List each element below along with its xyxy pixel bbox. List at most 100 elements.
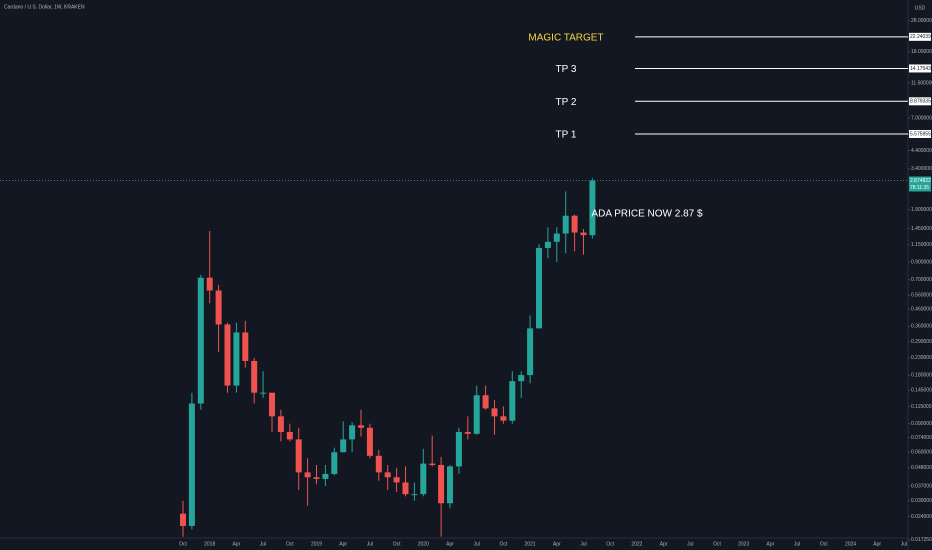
- y-tick-label: 0.024000: [911, 514, 932, 520]
- candle-body: [464, 431, 471, 434]
- candle-body: [180, 513, 186, 526]
- target-price-label: 5.575955: [910, 131, 931, 137]
- target-price-box: [909, 32, 931, 41]
- candle-body: [527, 328, 534, 376]
- x-tick-label: Jul: [260, 541, 266, 547]
- candle-body: [509, 381, 516, 421]
- x-tick-label: Jul: [687, 541, 693, 547]
- candle-body: [402, 482, 409, 495]
- y-tick-label: 18.000000: [911, 49, 932, 55]
- candle-body: [473, 395, 480, 434]
- candle-body: [349, 425, 356, 440]
- y-tick-label: 0.230000: [911, 355, 932, 361]
- y-tick-label: 0.017250: [911, 537, 932, 543]
- candle-body: [580, 232, 587, 236]
- candle-body: [277, 416, 284, 432]
- candle-body: [206, 277, 213, 291]
- target-text: TP 3: [556, 64, 577, 75]
- y-tick-label: 7.000000: [911, 115, 932, 121]
- price-now-text: ADA PRICE NOW 2.87 $: [591, 209, 703, 220]
- x-tick-label: Apr: [660, 541, 668, 547]
- x-tick-label: 2022: [631, 541, 642, 547]
- target-price-box: [909, 64, 931, 73]
- y-tick-label: 28.000000: [911, 18, 932, 24]
- x-tick-label: Jul: [580, 541, 586, 547]
- candle-body: [358, 425, 364, 428]
- y-tick-label: 0.460000: [911, 306, 932, 312]
- countdown-label: 78:11:35: [910, 185, 929, 191]
- y-tick-label: 0.180000: [911, 372, 932, 378]
- target-text: TP 1: [556, 130, 577, 141]
- x-tick-label: Oct: [713, 541, 721, 547]
- candle-body: [375, 455, 382, 473]
- y-tick-label: 3.400000: [911, 166, 932, 172]
- x-tick-label: Oct: [393, 541, 401, 547]
- candle-body: [295, 439, 302, 473]
- candle-body: [438, 464, 445, 504]
- x-tick-label: Apr: [339, 541, 347, 547]
- y-tick-label: 0.060000: [911, 450, 932, 456]
- y-tick-label: 0.145000: [911, 388, 932, 394]
- target-text: TP 2: [556, 97, 577, 108]
- y-tick-label: 1.450000: [911, 226, 932, 232]
- x-tick-label: Oct: [606, 541, 614, 547]
- candle-body: [384, 472, 391, 478]
- x-tick-label: Jul: [901, 541, 907, 547]
- candle-body: [331, 452, 338, 474]
- x-tick-label: Oct: [179, 541, 187, 547]
- target-price-label: 22.240396: [910, 34, 932, 40]
- y-tick-label: 0.048000: [911, 465, 932, 471]
- candle-body: [242, 332, 249, 361]
- candle-body: [491, 408, 498, 417]
- y-tick-label: 0.290000: [911, 339, 932, 345]
- candle-body: [260, 392, 267, 394]
- y-tick-label: 0.560000: [911, 293, 932, 299]
- candle-body: [536, 247, 542, 329]
- target-price-label: 8.879335: [910, 99, 931, 105]
- candle-body: [500, 416, 507, 421]
- target-price-box: [909, 129, 931, 138]
- y-tick-label: 0.030000: [911, 498, 932, 504]
- target-price-label: 14.175437: [910, 66, 932, 72]
- x-tick-label: Jul: [473, 541, 479, 547]
- current-price-label: 2.874822: [910, 178, 931, 184]
- candle-body: [304, 472, 311, 478]
- candle-body: [571, 215, 578, 233]
- candle-body: [518, 375, 525, 382]
- x-tick-label: Apr: [767, 541, 775, 547]
- candle-body: [455, 431, 462, 467]
- candle-body: [322, 473, 329, 479]
- candle-body: [233, 332, 240, 386]
- candle-body: [482, 395, 489, 409]
- candle-body: [420, 463, 427, 495]
- candle-body: [251, 360, 258, 393]
- candle-body: [553, 233, 560, 242]
- x-tick-label: 2024: [845, 541, 856, 547]
- y-tick-label: 0.037000: [911, 483, 932, 489]
- y-tick-label: 0.700000: [911, 277, 932, 283]
- y-tick-label: 0.360000: [911, 324, 932, 330]
- y-tick-label: 1.900000: [911, 207, 932, 213]
- candle-body: [429, 463, 436, 465]
- y-tick-label: 0.115000: [911, 404, 932, 410]
- target-price-box: [909, 97, 931, 106]
- chart-title: Cardano / U.S. Dollar, 1W, KRAKEN: [4, 4, 85, 10]
- x-tick-label: 2023: [738, 541, 749, 547]
- candle-body: [197, 277, 204, 404]
- y-tick-label: 11.500000: [911, 80, 932, 86]
- x-tick-label: Apr: [873, 541, 881, 547]
- target-text: MAGIC TARGET: [528, 32, 603, 43]
- candle-body: [544, 241, 551, 248]
- x-tick-label: Apr: [233, 541, 241, 547]
- candle-body: [589, 180, 596, 236]
- x-tick-label: Oct: [820, 541, 828, 547]
- y-tick-label: 0.090000: [911, 421, 932, 427]
- candle-body: [562, 215, 569, 234]
- x-tick-label: Jul: [794, 541, 800, 547]
- candle-body: [340, 439, 347, 453]
- current-price-box: [909, 176, 931, 192]
- x-tick-label: Jul: [367, 541, 373, 547]
- x-tick-label: 2019: [311, 541, 322, 547]
